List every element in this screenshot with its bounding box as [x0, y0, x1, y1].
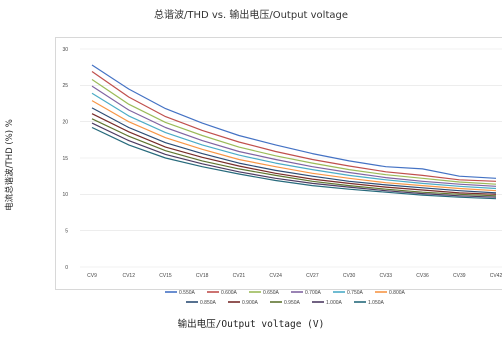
- y-tick-label: 25: [62, 83, 68, 89]
- x-tick-label: CV42: [490, 273, 502, 279]
- series-line: [91, 122, 497, 198]
- series-line: [91, 85, 497, 187]
- y-tick-label: 10: [62, 192, 68, 198]
- x-tick-label: CV15: [159, 273, 172, 279]
- x-tick-label: CV21: [233, 273, 246, 279]
- series-line: [91, 100, 497, 192]
- legend-label: 0.750A: [347, 290, 364, 296]
- series-line: [91, 71, 497, 182]
- legend-label: 0.550A: [179, 290, 196, 296]
- x-tick-label: CV18: [196, 273, 209, 279]
- series-line: [91, 118, 497, 197]
- legend-label: 0.700A: [305, 290, 322, 296]
- series-line: [91, 126, 497, 200]
- series-line: [91, 113, 497, 195]
- series-line: [91, 107, 497, 194]
- series-line: [91, 79, 497, 185]
- x-axis-label: 输出电压/Output voltage (V): [177, 319, 325, 330]
- legend-label: 0.800A: [389, 290, 406, 296]
- legend-label: 0.900A: [242, 300, 259, 306]
- y-tick-label: 15: [62, 156, 68, 162]
- x-tick-label: CV12: [122, 273, 135, 279]
- x-tick-label: CV24: [269, 273, 282, 279]
- series-line: [91, 64, 497, 179]
- chart-title: 总谐波/THD vs. 输出电压/Output voltage: [153, 10, 348, 21]
- legend-label: 0.650A: [263, 290, 280, 296]
- legend-label: 1.000A: [326, 300, 343, 306]
- y-tick-label: 5: [65, 228, 68, 234]
- x-tick-label: CV39: [453, 273, 466, 279]
- x-tick-label: CV30: [343, 273, 356, 279]
- legend-label: 0.950A: [284, 300, 301, 306]
- legend-label: 0.850A: [200, 300, 217, 306]
- x-tick-label: CV36: [416, 273, 429, 279]
- x-tick-label: CV33: [380, 273, 393, 279]
- y-tick-label: 30: [62, 47, 68, 53]
- x-tick-label: CV27: [306, 273, 319, 279]
- y-tick-label: 20: [62, 119, 68, 125]
- series-line: [91, 92, 497, 190]
- y-tick-label: 0: [65, 265, 68, 271]
- legend-label: 0.600A: [221, 290, 238, 296]
- legend-label: 1.050A: [368, 300, 385, 306]
- x-tick-label: CV9: [87, 273, 97, 279]
